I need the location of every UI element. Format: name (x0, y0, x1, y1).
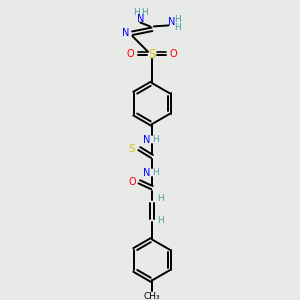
Text: N: N (143, 168, 151, 178)
Text: O: O (169, 49, 177, 59)
Text: N: N (168, 16, 175, 26)
Text: O: O (127, 49, 134, 59)
Text: H: H (158, 194, 164, 203)
Text: CH₃: CH₃ (144, 292, 160, 300)
Text: S: S (148, 48, 156, 61)
Text: H: H (152, 135, 159, 144)
Text: H: H (133, 8, 140, 17)
Text: S: S (128, 143, 135, 154)
Text: O: O (129, 177, 136, 187)
Text: N: N (143, 135, 151, 145)
Text: H: H (158, 216, 164, 225)
Text: H: H (174, 23, 181, 32)
Text: N: N (122, 28, 129, 38)
Text: H: H (152, 169, 159, 178)
Text: N: N (136, 14, 144, 24)
Text: H: H (141, 8, 148, 17)
Text: H: H (174, 15, 181, 24)
